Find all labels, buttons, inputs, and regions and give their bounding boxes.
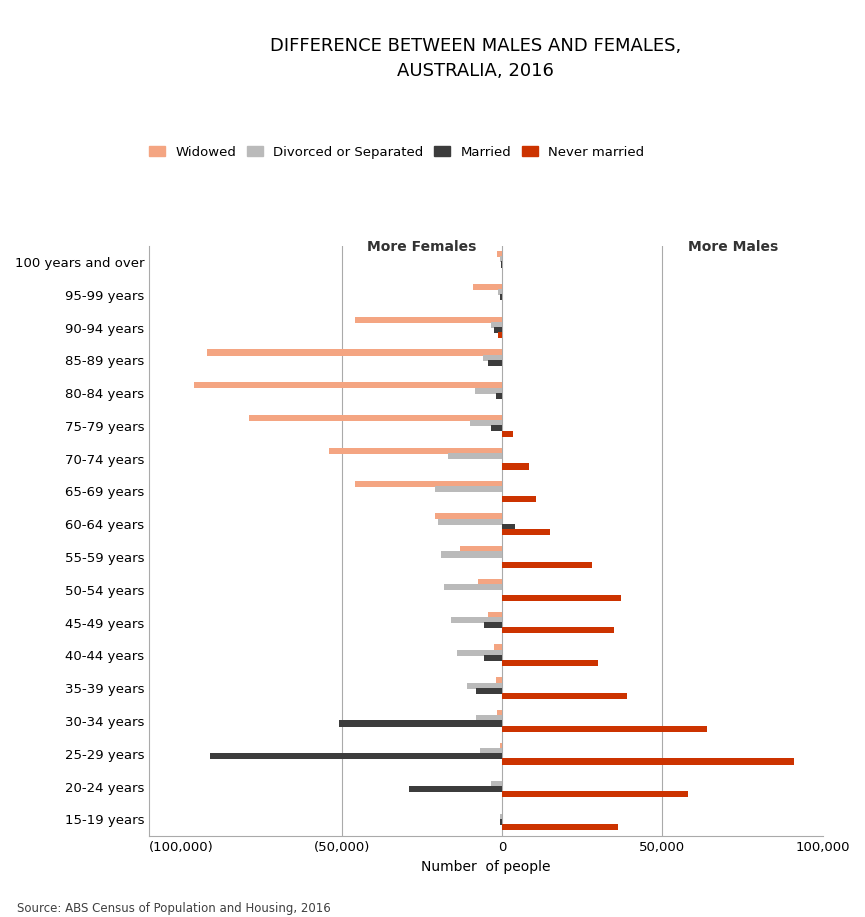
Bar: [502, 627, 614, 634]
Bar: [441, 551, 502, 558]
Bar: [501, 261, 502, 268]
Bar: [438, 519, 502, 525]
X-axis label: Number  of people: Number of people: [421, 860, 551, 875]
Bar: [498, 289, 502, 295]
Bar: [498, 332, 502, 338]
Bar: [502, 463, 529, 470]
Text: More Males: More Males: [688, 240, 778, 254]
Bar: [249, 415, 502, 421]
Bar: [329, 447, 502, 454]
Bar: [207, 349, 502, 356]
Bar: [502, 824, 618, 830]
Bar: [338, 721, 502, 726]
Bar: [467, 682, 502, 689]
Text: DIFFERENCE BETWEEN MALES AND FEMALES,
AUSTRALIA, 2016: DIFFERENCE BETWEEN MALES AND FEMALES, AU…: [270, 37, 682, 80]
Bar: [445, 584, 502, 591]
Bar: [496, 392, 502, 399]
Bar: [500, 257, 502, 262]
Text: Source: ABS Census of Population and Housing, 2016: Source: ABS Census of Population and Hou…: [17, 902, 331, 915]
Bar: [502, 725, 708, 732]
Text: More Females: More Females: [368, 240, 477, 254]
Bar: [502, 496, 535, 503]
Bar: [502, 431, 513, 436]
Bar: [479, 748, 502, 755]
Bar: [488, 359, 502, 366]
Bar: [496, 678, 502, 683]
Bar: [195, 382, 502, 388]
Bar: [488, 612, 502, 618]
Bar: [500, 813, 502, 820]
Bar: [210, 753, 502, 759]
Bar: [470, 420, 502, 426]
Bar: [490, 781, 502, 787]
Bar: [490, 322, 502, 328]
Bar: [447, 453, 502, 459]
Bar: [478, 579, 502, 585]
Bar: [484, 655, 502, 661]
Bar: [355, 316, 502, 323]
Bar: [497, 251, 502, 257]
Bar: [502, 660, 599, 667]
Bar: [494, 327, 502, 333]
Bar: [499, 743, 502, 749]
Bar: [483, 355, 502, 361]
Bar: [435, 514, 502, 520]
Bar: [475, 388, 502, 393]
Bar: [458, 650, 502, 656]
Bar: [409, 786, 502, 792]
Bar: [502, 524, 515, 530]
Bar: [484, 622, 502, 628]
Bar: [477, 715, 502, 722]
Bar: [477, 688, 502, 694]
Bar: [502, 594, 621, 601]
Bar: [502, 758, 794, 765]
Bar: [460, 547, 502, 552]
Bar: [500, 294, 502, 300]
Bar: [494, 645, 502, 651]
Bar: [490, 425, 502, 431]
Bar: [502, 791, 688, 798]
Bar: [473, 284, 502, 290]
Bar: [451, 617, 502, 624]
Bar: [500, 819, 502, 825]
Bar: [502, 529, 550, 536]
Bar: [502, 693, 627, 699]
Bar: [497, 710, 502, 716]
Legend: Widowed, Divorced or Separated, Married, Never married: Widowed, Divorced or Separated, Married,…: [150, 146, 644, 159]
Bar: [502, 562, 592, 568]
Bar: [435, 486, 502, 492]
Bar: [355, 481, 502, 487]
